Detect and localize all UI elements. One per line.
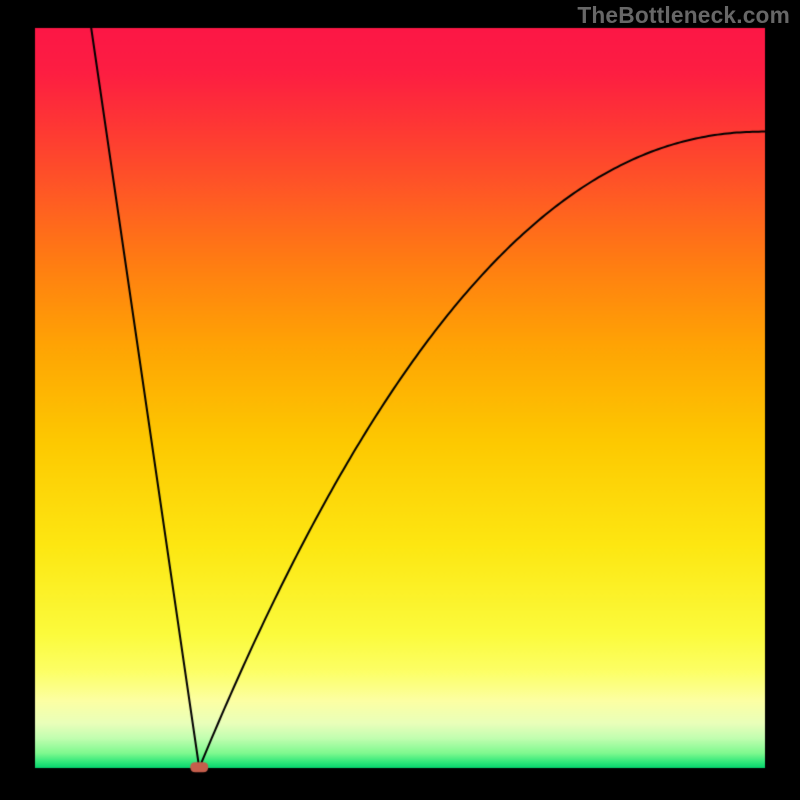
chart-container: TheBottleneck.com [0,0,800,800]
bottleneck-chart-canvas [0,0,800,800]
